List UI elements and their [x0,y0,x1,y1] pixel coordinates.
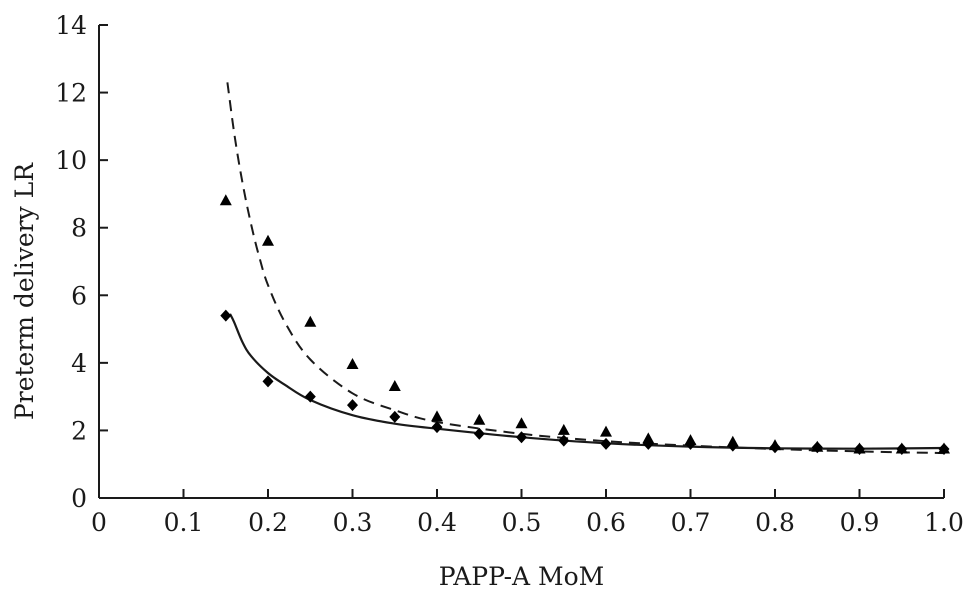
triangle-point [304,315,317,327]
y-tick-label: 10 [55,146,87,175]
y-tick-label: 14 [55,11,87,40]
x-tick-label: 0.2 [248,508,288,537]
triangle-point [515,417,528,429]
diamond-point [558,434,570,447]
x-tick-label: 0.3 [333,508,373,537]
x-tick-label: 0.9 [840,508,880,537]
y-tick-label: 2 [71,416,87,445]
diamond-point [600,437,612,450]
triangle-point [262,234,274,246]
diamond-point [769,441,781,454]
diamond-point [473,427,485,440]
diamond-point [431,421,443,434]
triangle-point [219,194,232,206]
y-tick-label: 12 [55,79,87,108]
diamond-point [811,441,823,454]
diamond-point [389,410,401,423]
diamond-point [304,390,316,403]
x-tick-label: 0.8 [755,508,795,537]
diamond-point [854,443,865,455]
triangle-point [557,423,570,435]
y-tick-label: 6 [71,281,87,310]
x-tick-label: 0.5 [502,508,542,537]
axes: 0 0.1 0.2 0.3 0.4 0.5 0.6 0.7 0.8 0.9 1.0 0 2 4 6 8 10 12… [55,11,964,537]
triangle-point [600,425,612,437]
x-tick-label: 0.4 [417,508,457,537]
dashed-fit-curve [226,82,945,455]
diamond-point [685,437,696,450]
solid-fit-curve [229,313,945,450]
data-points [219,194,950,455]
y-axis-title: Preterm delivery LR [10,162,39,420]
triangle-point [473,413,486,425]
y-tick-label: 8 [71,214,87,243]
diamond-point [938,443,950,455]
x-tick-label: 0.6 [586,508,626,537]
diamond-point [220,309,232,322]
x-tick-label: 0 [91,508,107,537]
diamond-point [516,431,527,444]
x-tick-label: 0.7 [671,508,711,537]
diamond-point [896,443,908,455]
y-tick-label: 4 [71,349,87,378]
x-axis-title: PAPP-A MoM [439,562,605,591]
fit-curves [226,82,945,455]
x-tick-label: 0.1 [164,508,204,537]
diamond-point [347,399,358,412]
diamond-point [727,439,739,452]
triangle-point [388,380,401,391]
triangle-point [431,410,443,422]
triangle-point [346,358,359,369]
x-tick-label: 1.0 [924,508,964,537]
diamond-point [642,437,654,450]
y-tick-label: 0 [71,484,87,513]
diamond-point [262,375,274,388]
